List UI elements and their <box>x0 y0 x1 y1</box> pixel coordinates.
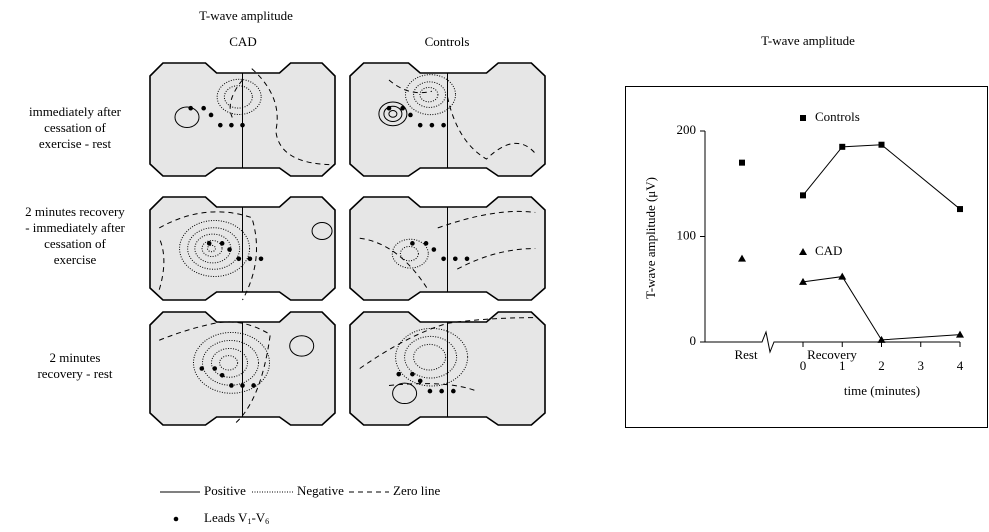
lead-dot <box>439 389 444 394</box>
row-label: recovery - rest <box>37 366 112 381</box>
x-axis-label: time (minutes) <box>844 383 920 398</box>
point <box>956 331 964 338</box>
legend-label: CAD <box>815 243 842 258</box>
lead-dot <box>441 123 446 128</box>
point <box>838 273 846 280</box>
map-panel <box>150 63 335 176</box>
y-axis-label: T-wave amplitude (μV) <box>643 177 658 299</box>
legend-label: Positive <box>204 483 246 498</box>
lead-dot <box>248 257 253 262</box>
column-header: CAD <box>229 34 256 49</box>
lead-dot <box>229 383 234 388</box>
point <box>957 206 963 212</box>
lead-dot <box>396 372 401 377</box>
row-label: cessation of <box>44 120 106 135</box>
y-tick-label: 100 <box>677 227 697 242</box>
lead-dot <box>229 123 234 128</box>
lead-dot <box>432 247 437 252</box>
lead-dot <box>200 366 205 371</box>
lead-dot <box>441 257 446 262</box>
x-tick-label: 0 <box>800 358 807 373</box>
figure: T-wave amplitude CAD Controls immediatel… <box>0 0 989 532</box>
legend-label: Zero line <box>393 483 441 498</box>
lead-dot <box>251 383 256 388</box>
lead-dot <box>218 123 223 128</box>
lead-dot <box>410 241 415 246</box>
row-label: 2 minutes <box>50 350 101 365</box>
lead-dot <box>259 257 264 262</box>
point <box>739 160 745 166</box>
lead-dot <box>400 106 405 111</box>
row-label: - immediately after <box>25 220 125 235</box>
legend-sub: 6 <box>265 517 269 526</box>
map-panel <box>350 312 545 425</box>
lead-dot <box>220 241 225 246</box>
x-tick-label: 2 <box>878 358 885 373</box>
maps <box>150 63 545 425</box>
legend-text: Leads V <box>204 510 248 525</box>
point <box>839 144 845 150</box>
figure-title: T-wave amplitude <box>199 8 293 23</box>
lead-dot <box>227 247 232 252</box>
lead-dot <box>207 241 212 246</box>
legend-label: Negative <box>297 483 344 498</box>
lead-dot <box>240 383 245 388</box>
lead-dot <box>428 389 433 394</box>
legend-lead-dot <box>174 517 179 522</box>
row-label: exercise - rest <box>39 136 112 151</box>
lead-dot <box>418 123 423 128</box>
row-label: exercise <box>54 252 97 267</box>
row-label: cessation of <box>44 236 106 251</box>
map-panel <box>350 197 545 300</box>
legend-label: Controls <box>815 109 860 124</box>
lead-dot <box>451 389 456 394</box>
lead-dot <box>453 257 458 262</box>
legend-marker <box>800 115 806 121</box>
legend-marker <box>799 248 807 255</box>
legend-label: Leads V1-V6 <box>204 510 269 526</box>
lead-dot <box>410 372 415 377</box>
point <box>879 142 885 148</box>
point <box>738 255 746 262</box>
map-panel <box>150 197 335 300</box>
lead-dot <box>212 366 217 371</box>
lead-dot <box>188 106 193 111</box>
y-tick-label: 200 <box>677 122 697 137</box>
rest-label: Rest <box>734 347 758 362</box>
lead-dot <box>465 257 470 262</box>
y-tick-label: 0 <box>690 333 697 348</box>
column-header: Controls <box>425 34 470 49</box>
series-line <box>803 145 960 209</box>
lead-dot <box>209 113 214 118</box>
map-panel <box>350 63 545 176</box>
x-tick-label: 4 <box>957 358 964 373</box>
series-line <box>803 277 960 340</box>
lead-dot <box>240 123 245 128</box>
lead-dot <box>424 241 429 246</box>
lead-dot <box>201 106 206 111</box>
lead-dot <box>408 113 413 118</box>
legend-text: -V <box>251 510 265 525</box>
row-label: 2 minutes recovery <box>25 204 125 219</box>
lead-dot <box>220 373 225 378</box>
map-panel <box>150 312 335 425</box>
row-label: immediately after <box>29 104 122 119</box>
lead-dot <box>430 123 435 128</box>
point <box>800 192 806 198</box>
chart-frame <box>626 87 988 428</box>
lead-dot <box>387 106 392 111</box>
chart-title: T-wave amplitude <box>761 33 855 48</box>
recovery-label: Recovery <box>807 347 857 362</box>
lead-dot <box>237 257 242 262</box>
lead-dot <box>418 379 423 384</box>
x-tick-label: 3 <box>918 358 925 373</box>
